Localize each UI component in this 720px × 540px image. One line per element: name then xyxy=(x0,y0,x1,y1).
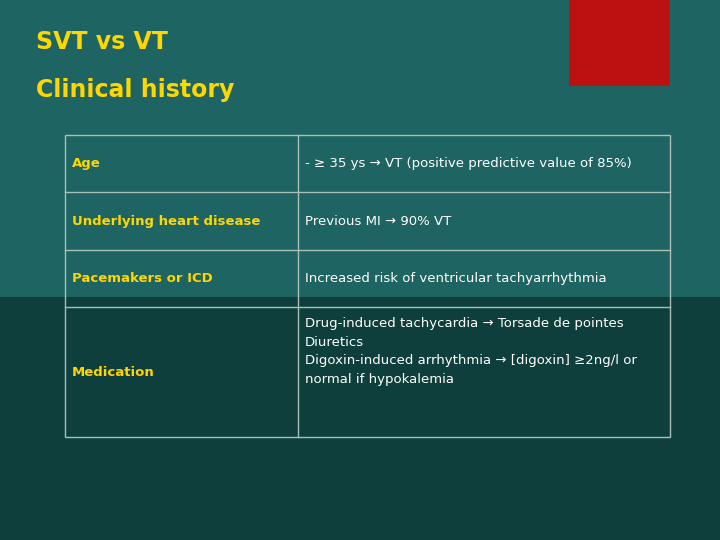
Text: Pacemakers or ICD: Pacemakers or ICD xyxy=(72,272,212,285)
Bar xyxy=(569,0,670,86)
Bar xyxy=(65,135,670,437)
Bar xyxy=(0,0,720,297)
Text: Clinical history: Clinical history xyxy=(36,78,235,102)
Text: Underlying heart disease: Underlying heart disease xyxy=(72,215,261,228)
Text: Previous MI → 90% VT: Previous MI → 90% VT xyxy=(305,215,451,228)
Text: - ≥ 35 ys → VT (positive predictive value of 85%): - ≥ 35 ys → VT (positive predictive valu… xyxy=(305,157,631,170)
Text: Drug-induced tachycardia → Torsade de pointes
Diuretics
Digoxin-induced arrhythm: Drug-induced tachycardia → Torsade de po… xyxy=(305,317,636,386)
Text: Age: Age xyxy=(72,157,101,170)
Text: Medication: Medication xyxy=(72,366,155,379)
Bar xyxy=(0,297,720,540)
Text: Increased risk of ventricular tachyarrhythmia: Increased risk of ventricular tachyarrhy… xyxy=(305,272,606,285)
Text: SVT vs VT: SVT vs VT xyxy=(36,30,168,53)
